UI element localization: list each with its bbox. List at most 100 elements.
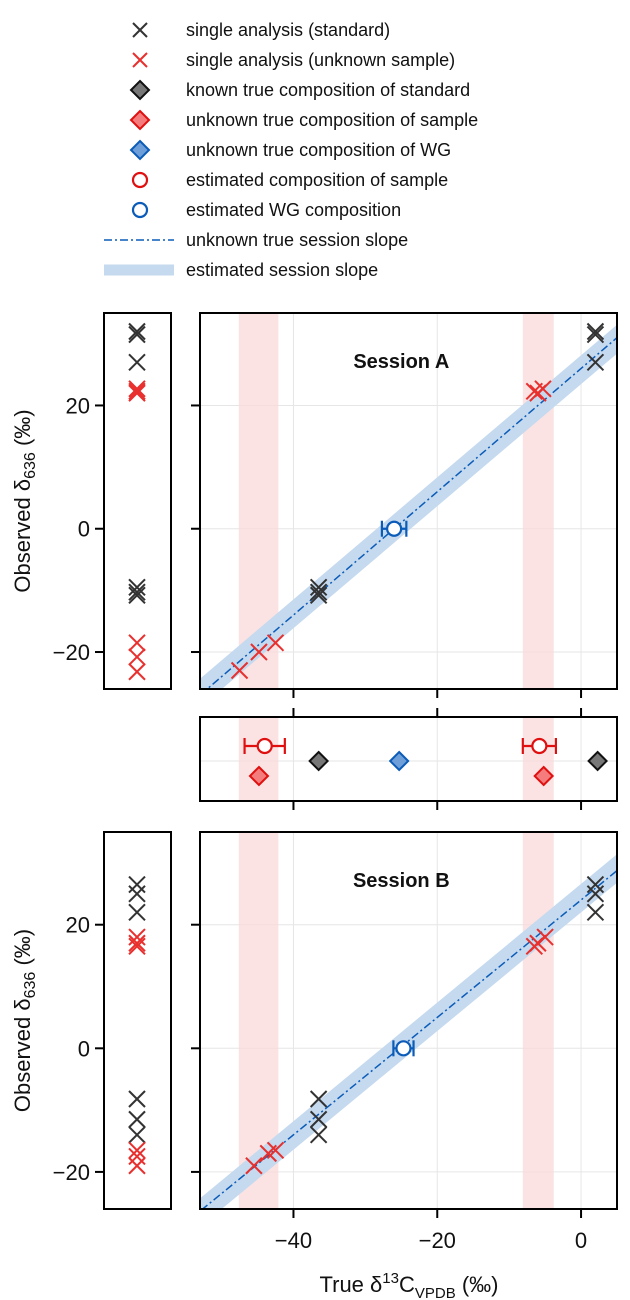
- plot-area: [200, 313, 617, 689]
- wg-estimate-marker: [395, 1040, 412, 1057]
- strip-sample-analysis: [128, 634, 146, 652]
- legend-label: single analysis (standard): [186, 20, 390, 40]
- legend-marker-circle: [131, 171, 149, 189]
- legend-marker-circle: [131, 201, 149, 219]
- legend-label: unknown true composition of sample: [186, 110, 478, 130]
- plot-area: [200, 717, 617, 801]
- strip-standard-analysis: [128, 353, 146, 372]
- standard-analysis: [309, 1126, 328, 1144]
- strip-sample-analysis: [128, 648, 146, 666]
- standard-analysis: [309, 583, 328, 601]
- legend-label: estimated session slope: [186, 260, 378, 280]
- standard-true-composition: [587, 750, 609, 772]
- y-tick-label: −20: [53, 640, 90, 665]
- legend-item-5: unknown true composition of WG: [129, 139, 451, 161]
- sample-analysis: [266, 1141, 285, 1159]
- y-axis-label-text: Observed δ636 (‰): [10, 409, 39, 592]
- standard-analysis: [586, 325, 605, 344]
- strip-standard-analysis: [128, 1126, 146, 1144]
- session-title: Session B: [353, 870, 450, 892]
- y-tick-label: 20: [66, 913, 90, 938]
- strip-standard-analysis: [128, 586, 146, 605]
- legend-label: single analysis (unknown sample): [186, 50, 455, 70]
- sample-analysis: [534, 380, 552, 398]
- sample-band: [522, 717, 554, 801]
- session-b-y-axis-label: Observed δ636 (‰): [10, 929, 39, 1112]
- strip-standard-analysis: [128, 583, 146, 601]
- strip-standard-analysis: [128, 578, 146, 597]
- axes-frame: [199, 312, 618, 690]
- standard-true-composition: [308, 750, 330, 772]
- y-tick-label: −20: [53, 1160, 90, 1185]
- legend-item-7: estimated WG composition: [131, 200, 401, 220]
- legend-marker-diamond: [129, 139, 151, 161]
- strip-sample-analysis: [128, 937, 146, 956]
- legend-marker-cross: [132, 22, 148, 38]
- legend-label: known true composition of standard: [186, 80, 470, 100]
- strip-frame: [103, 312, 172, 690]
- axes-frame: [199, 716, 618, 802]
- standard-analysis: [586, 885, 605, 903]
- x-axis-label: −40 −20 0 True δ13CVPDB (‰): [275, 1228, 587, 1300]
- session-a-main-panel: Session A: [191, 312, 618, 698]
- wg-true-composition: [388, 750, 410, 772]
- legend: single analysis (standard) single analysi…: [104, 20, 478, 280]
- true-session-slope: [201, 869, 617, 1209]
- wg-estimate-marker: [386, 520, 403, 537]
- standard-analysis: [309, 1110, 328, 1129]
- true-composition-panel: [199, 708, 618, 810]
- legend-item-3: known true composition of standard: [129, 79, 470, 101]
- strip-standard-analysis: [128, 903, 146, 922]
- y-tick-label: 0: [78, 517, 90, 542]
- sample-analysis: [536, 928, 554, 946]
- strip-standard-analysis: [128, 1090, 146, 1108]
- y-tick-label: 0: [78, 1036, 90, 1061]
- session-a-y-axis-label: Observed δ636 (‰): [10, 409, 39, 592]
- sample-true-composition: [533, 765, 555, 787]
- legend-label: estimated composition of sample: [186, 170, 448, 190]
- legend-item-9: estimated session slope: [104, 260, 378, 280]
- legend-label: unknown true session slope: [186, 230, 408, 250]
- sample-band: [238, 717, 279, 801]
- strip-sample-analysis: [128, 1141, 146, 1159]
- estimated-session-slope: [200, 854, 617, 1209]
- x-tick-label: −20: [419, 1228, 456, 1253]
- strip-sample-analysis: [128, 382, 146, 400]
- x-tick-label: −40: [275, 1228, 312, 1253]
- sample-analysis: [266, 634, 285, 652]
- strip-sample-analysis: [128, 384, 146, 402]
- legend-marker-cross: [132, 52, 148, 68]
- legend-marker-diamond: [129, 109, 151, 131]
- legend-item-8: unknown true session slope: [104, 230, 408, 250]
- sample-analysis: [250, 643, 268, 661]
- legend-label: estimated WG composition: [186, 200, 401, 220]
- session-a-strip-panel: −20 0 20: [53, 312, 172, 690]
- standard-analysis: [586, 903, 605, 922]
- sample-band: [522, 832, 554, 1209]
- standard-analysis: [309, 1090, 328, 1108]
- plot-area: [200, 832, 617, 1209]
- legend-item-4: unknown true composition of sample: [129, 109, 478, 131]
- y-axis-label-text: Observed δ636 (‰): [10, 929, 39, 1112]
- session-title: Session A: [353, 351, 449, 373]
- strip-standard-analysis: [128, 322, 146, 341]
- standard-analysis: [309, 586, 328, 605]
- strip-sample-analysis: [128, 934, 146, 952]
- legend-item-1: single analysis (standard): [132, 20, 390, 40]
- strip-standard-analysis: [128, 325, 146, 344]
- standard-analysis: [309, 578, 328, 597]
- session-b-main-panel: Session B: [191, 831, 618, 1218]
- sample-analysis: [230, 661, 249, 680]
- strip-standard-analysis: [128, 875, 146, 894]
- strip-standard-analysis: [128, 885, 146, 903]
- sample-analysis: [245, 1157, 263, 1175]
- true-session-slope: [206, 336, 617, 689]
- strip-sample-analysis: [128, 1157, 146, 1175]
- strip-sample-analysis: [128, 380, 146, 398]
- legend-label: unknown true composition of WG: [186, 140, 451, 160]
- x-tick-label: 0: [575, 1228, 587, 1253]
- strip-standard-analysis: [128, 1110, 146, 1129]
- sample-estimate-marker: [531, 737, 548, 755]
- y-tick-label: 20: [66, 393, 90, 418]
